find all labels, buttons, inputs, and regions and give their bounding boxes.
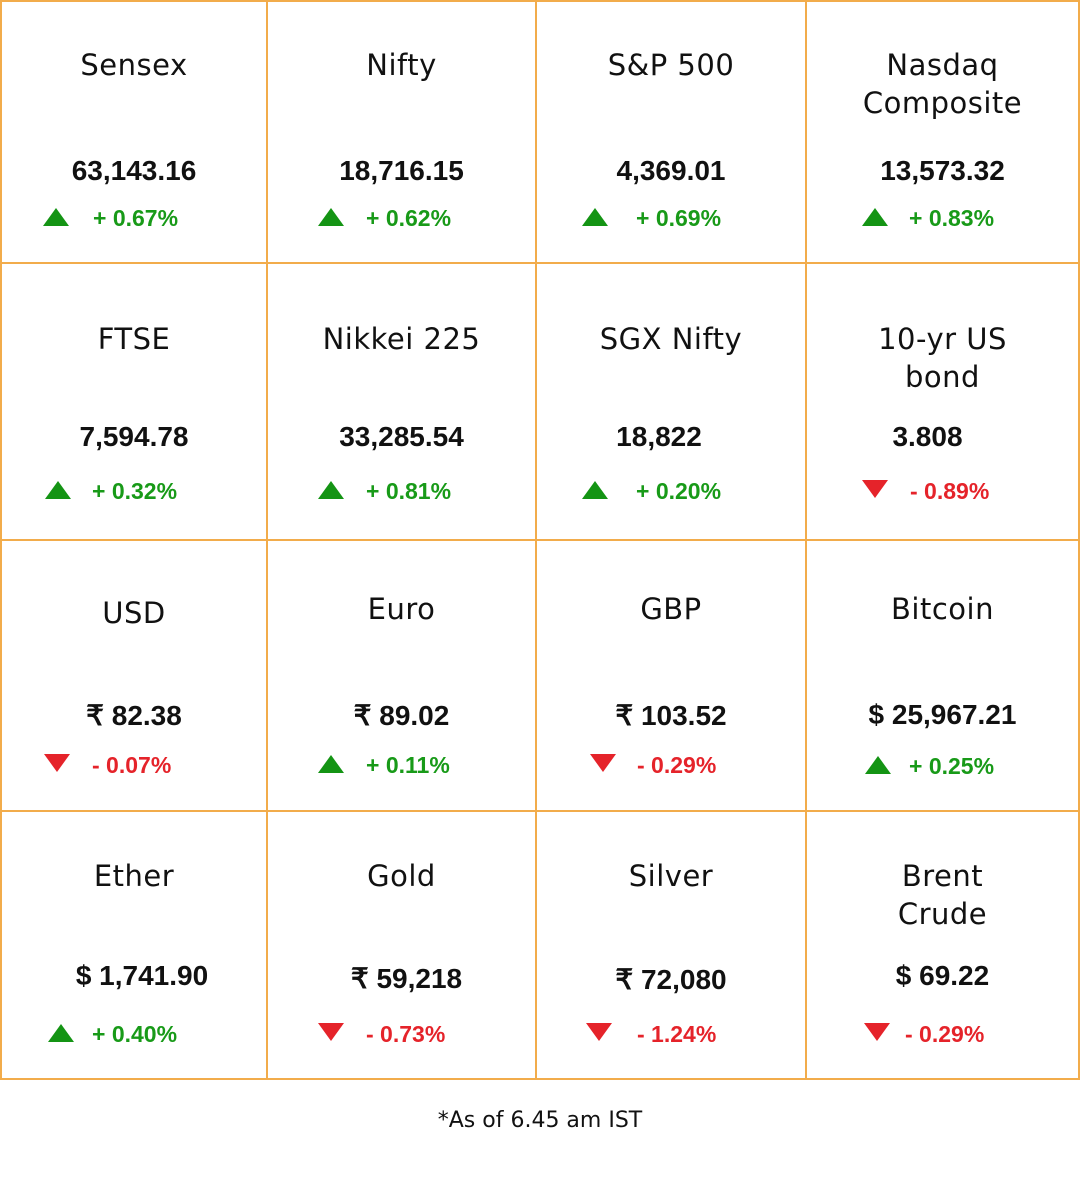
tile-change: + 0.25% [807,751,1078,781]
tile-change: + 0.62% [268,203,535,233]
tile-value: ₹ 59,218 [350,963,463,994]
tile-name: Gold [367,859,436,893]
tile-name: FTSE [97,322,171,356]
tile-name: SGX Nifty [599,322,743,356]
tile-change: + 0.11% [268,750,535,780]
down-triangle-icon [586,1023,612,1041]
tile-change: + 0.67% [2,203,266,233]
tile-name: Bitcoin [891,592,994,626]
tile-change-percent: + 0.25% [909,753,995,779]
tile-nasdaq-composite: Nasdaq Composite 13,573.32 + 0.83% [807,2,1078,264]
tile-change: + 0.83% [807,203,1078,233]
up-triangle-icon [865,756,891,774]
tile-euro: Euro ₹ 89.02 + 0.11% [268,541,537,812]
tile-change-percent: - 0.29% [905,1021,985,1047]
tile-value: 3.808 [892,421,963,452]
tile-name: USD [102,596,166,630]
tile-name: GBP [640,592,702,626]
tile-change: + 0.40% [2,1019,266,1049]
tile-usd: USD ₹ 82.38 - 0.07% [2,541,268,812]
tile-change: + 0.81% [268,476,535,506]
tile-change-percent: - 0.07% [92,752,172,778]
up-triangle-icon [582,481,608,499]
tile-value: $ 1,741.90 [75,960,209,991]
tile-name: Silver [628,859,714,893]
tile-name: Nikkei 225 [322,322,481,356]
tile-value: 18,716.15 [339,155,464,186]
tile-value: ₹ 82.38 [86,700,182,731]
tile-value: ₹ 89.02 [353,700,450,731]
tile-nikkei-225: Nikkei 225 33,285.54 + 0.81% [268,264,537,541]
tile-change-percent: + 0.32% [92,478,178,504]
tile-nifty: Nifty 18,716.15 + 0.62% [268,2,537,264]
tile-ether: Ether $ 1,741.90 + 0.40% [2,812,268,1078]
down-triangle-icon [864,1023,890,1041]
down-triangle-icon [318,1023,344,1041]
tile-name: Nifty [366,48,437,82]
tile-gbp: GBP ₹ 103.52 - 0.29% [537,541,807,812]
tile-change-percent: - 0.29% [637,752,717,778]
up-triangle-icon [862,208,888,226]
tile-change: - 0.29% [807,1019,1078,1049]
tile-value: 18,822 [616,421,702,452]
tile-value: 7,594.78 [79,421,189,452]
tile-name: 10-yr US bond [878,322,1007,394]
market-tiles-grid: Sensex 63,143.16 + 0.67% Nifty 18,716.15… [0,0,1080,1080]
tile-name: Brent Crude [897,859,988,931]
tile-value: 63,143.16 [71,155,197,186]
up-triangle-icon [43,208,69,226]
tile-change-percent: + 0.81% [366,478,452,504]
tile-sensex: Sensex 63,143.16 + 0.67% [2,2,268,264]
tile-value: $ 69.22 [895,960,990,991]
tile-10yr-us-bond: 10-yr US bond 3.808 - 0.89% [807,264,1078,541]
up-triangle-icon [582,208,608,226]
up-triangle-icon [48,1024,74,1042]
tile-value: 33,285.54 [339,421,464,452]
tile-gold: Gold ₹ 59,218 - 0.73% [268,812,537,1078]
tile-change: - 0.29% [537,750,805,780]
tile-change-percent: + 0.11% [366,752,450,778]
tile-change: + 0.20% [537,476,805,506]
tile-change: - 0.73% [268,1019,535,1049]
down-triangle-icon [862,480,888,498]
up-triangle-icon [318,208,344,226]
tile-value: ₹ 72,080 [615,964,727,995]
tile-silver: Silver ₹ 72,080 - 1.24% [537,812,807,1078]
tile-brent-crude: Brent Crude $ 69.22 - 0.29% [807,812,1078,1078]
tile-change-percent: + 0.69% [636,205,722,231]
tile-change-percent: + 0.67% [93,205,179,231]
tile-name: Euro [367,592,436,626]
up-triangle-icon [318,481,344,499]
timestamp-footnote: *As of 6.45 am IST [437,1108,643,1133]
tile-name: S&P 500 [607,48,735,82]
tile-bitcoin: Bitcoin $ 25,967.21 + 0.25% [807,541,1078,812]
tile-value: 13,573.32 [880,155,1005,186]
tile-name: Sensex [80,48,188,82]
tile-change-percent: + 0.62% [366,205,452,231]
tile-change: + 0.69% [537,203,805,233]
tile-change-percent: + 0.40% [92,1021,178,1047]
tile-change-percent: - 0.73% [366,1021,446,1047]
tile-sgx-nifty: SGX Nifty 18,822 + 0.20% [537,264,807,541]
tile-change-percent: - 0.89% [910,478,990,504]
down-triangle-icon [590,754,616,772]
up-triangle-icon [318,755,344,773]
tile-value: 4,369.01 [616,155,726,186]
tile-value: $ 25,967.21 [868,699,1017,730]
down-triangle-icon [44,754,70,772]
tile-ftse: FTSE 7,594.78 + 0.32% [2,264,268,541]
tile-change-percent: + 0.20% [636,478,722,504]
tile-name: Ether [93,859,175,893]
tile-sp500: S&P 500 4,369.01 + 0.69% [537,2,807,264]
tile-change: - 0.07% [2,750,266,780]
tile-change: + 0.32% [2,476,266,506]
tile-name: Nasdaq Composite [862,48,1023,120]
tile-change-percent: + 0.83% [909,205,995,231]
up-triangle-icon [45,481,71,499]
tile-change: - 0.89% [807,476,1078,506]
tile-value: ₹ 103.52 [615,700,727,731]
tile-change-percent: - 1.24% [637,1021,717,1047]
tile-change: - 1.24% [537,1019,805,1049]
